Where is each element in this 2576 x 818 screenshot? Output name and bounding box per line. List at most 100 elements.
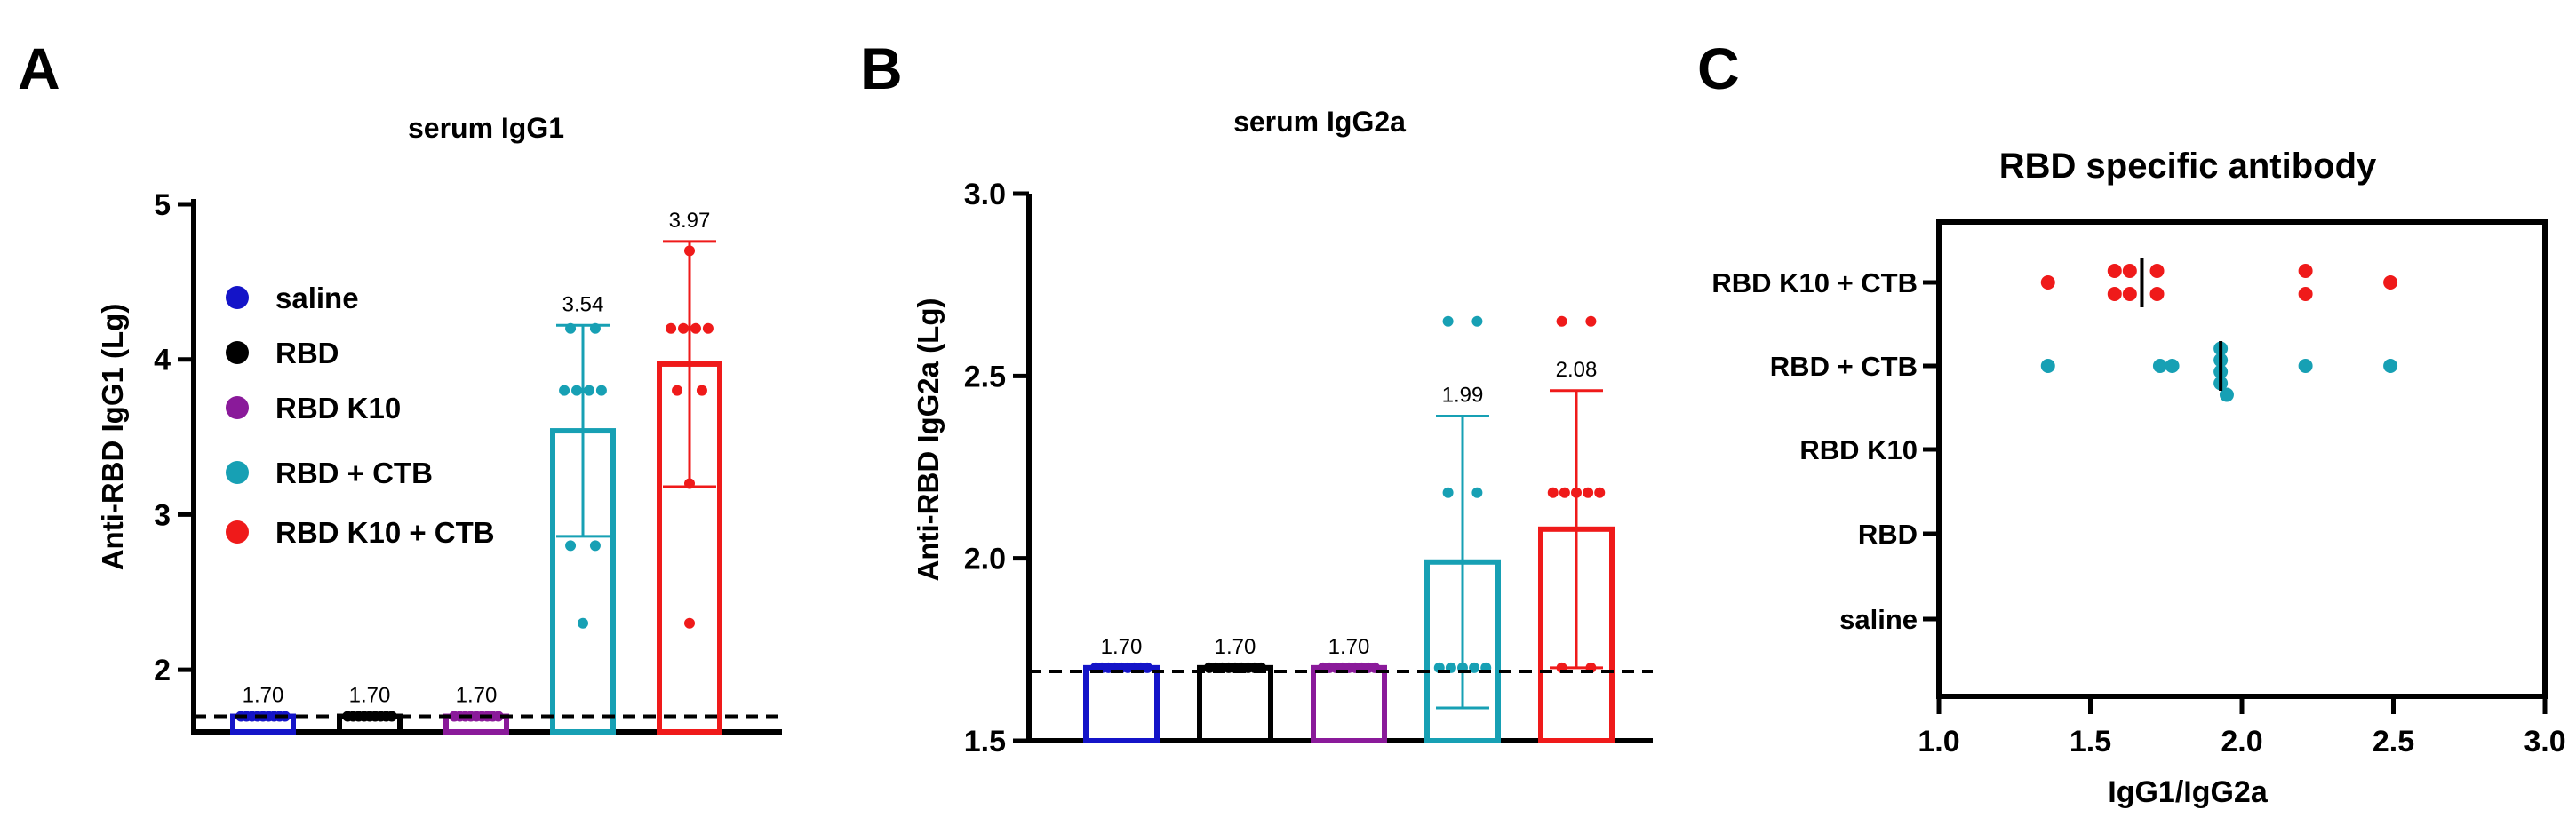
panel-c-plot-frame [1936, 219, 2548, 699]
panel-a-data-point-rbd-ctb [589, 322, 601, 334]
panel-c-data-point-rbd-k10-ctb [2122, 287, 2137, 301]
panel-a-data-point-rbd-k10 [492, 711, 504, 722]
panel-b-y-tick-label: 3.0 [964, 178, 1006, 211]
panel-c-data-point-rbd-ctb [2219, 387, 2234, 402]
panel-a-mean-label-saline: 1.70 [243, 684, 284, 708]
panel-c-data-point-rbd-k10-ctb [2149, 264, 2165, 278]
panel-c-data-point-rbd-k10-ctb [2107, 287, 2122, 301]
legend-label-rbd-k10-ctb: RBD K10 + CTB [275, 516, 495, 549]
panel-c-data-point-rbd-k10-ctb [2122, 264, 2137, 278]
panel-b-data-point-rbd-k10-ctb [1585, 315, 1597, 327]
panel-c-data-point-rbd-ctb [2165, 359, 2180, 373]
panel-a-data-point-rbd-k10-ctb [684, 617, 695, 629]
panel-c-category-label: RBD K10 [1799, 434, 1918, 465]
panel-a-mean-label-rbd: 1.70 [349, 684, 391, 708]
legend-label-rbd-k10: RBD K10 [275, 392, 401, 425]
panel-b: B serum IgG2a Anti-RBD IgG2a (Lg) 1.5 2.0… [860, 36, 1653, 758]
legend-marker-rbd [226, 341, 249, 364]
legend-label-rbd: RBD [275, 337, 339, 369]
legend-marker-rbd-k10 [226, 396, 249, 419]
legend-label-saline: saline [275, 282, 359, 314]
panel-a-data-point-rbd-k10-ctb [690, 322, 701, 334]
panel-a: A serum IgG1 Anti-RBD IgG1 (Lg) 2 3 4 5 1.7… [18, 36, 782, 735]
panel-b-mean-label-saline: 1.70 [1101, 635, 1143, 659]
panel-b-data-point-saline [1142, 662, 1153, 673]
panel-b-data-point-rbd-k10-ctb [1559, 487, 1570, 498]
panel-b-data-point-rbd-ctb [1442, 487, 1454, 498]
panel-a-data-point-rbd-k10-ctb [696, 385, 707, 396]
panel-a-y-tick-label: 4 [154, 344, 171, 377]
panel-c-data-point-rbd-ctb [2298, 359, 2313, 373]
panel-b-mean-label-rbd-k10-ctb: 2.08 [1556, 358, 1598, 382]
panel-c-data-point-rbd-k10-ctb [2040, 275, 2055, 290]
panel-letter-a: A [18, 36, 60, 101]
panel-c-category-label: RBD K10 + CTB [1711, 267, 1918, 298]
panel-b-data-point-rbd-k10-ctb [1556, 315, 1567, 327]
legend: saline RBD RBD K10 RBD + CTB RBD K10 + C… [226, 282, 495, 549]
panel-c-x-tick-label: 1.5 [2070, 725, 2111, 758]
panel-a-mean-label-rbd-k10-ctb: 3.97 [669, 209, 711, 233]
panel-b-mean-label-rbd-k10: 1.70 [1328, 635, 1370, 659]
panel-b-data-point-rbd-ctb [1469, 662, 1480, 673]
panel-b-bar-saline [1083, 664, 1160, 743]
panel-b-bar-rbd [1197, 664, 1273, 743]
panel-a-data-point-rbd-k10-ctb [672, 385, 683, 396]
panel-a-title: serum IgG1 [408, 112, 564, 144]
panel-letter-b: B [860, 36, 903, 101]
panel-a-data-point-rbd-ctb [565, 322, 577, 334]
panel-c: C RBD specific antibody RBD K10 + CTB RBD… [1697, 36, 2566, 809]
panel-b-bar-rbd-k10 [1311, 664, 1387, 743]
panel-letter-c: C [1697, 36, 1740, 101]
panel-b-y-tick-label: 1.5 [964, 725, 1006, 758]
panel-c-x-tick-label: 1.0 [1918, 725, 1959, 758]
panel-a-data-point-rbd-k10-ctb [684, 245, 695, 257]
panel-a-data-point-rbd-k10-ctb [684, 478, 695, 489]
panel-c-x-tick-label: 3.0 [2524, 725, 2565, 758]
panel-b-data-point-rbd-k10-ctb [1547, 487, 1559, 498]
panel-c-data-point-rbd-ctb [2383, 359, 2398, 373]
panel-c-data-point-rbd-k10-ctb [2383, 275, 2398, 290]
panel-c-data-point-rbd-k10-ctb [2107, 264, 2122, 278]
panel-a-y-tick-label: 2 [154, 654, 171, 687]
panel-c-category-label: RBD + CTB [1770, 351, 1918, 382]
panel-b-title: serum IgG2a [1233, 106, 1406, 138]
panel-b-data-point-rbd-k10-ctb [1594, 487, 1606, 498]
panel-b-y-axis-label: Anti-RBD IgG2a (Lg) [912, 298, 945, 582]
panel-c-category-label: saline [1839, 604, 1918, 635]
panel-b-mean-label-rbd-ctb: 1.99 [1442, 384, 1484, 408]
panel-b-y-tick-label: 2.5 [964, 360, 1006, 393]
panel-a-data-point-rbd [386, 711, 397, 722]
panel-a-data-point-rbd-ctb [559, 385, 570, 396]
panel-c-data-point-rbd-k10-ctb [2298, 287, 2313, 301]
panel-a-data-point-rbd-ctb [571, 385, 583, 396]
panel-a-y-tick-label: 3 [154, 498, 171, 532]
panel-a-data-point-rbd-ctb [589, 540, 601, 552]
panel-b-data-point-rbd-k10-ctb [1583, 487, 1594, 498]
panel-a-y-tick-label: 5 [154, 188, 171, 222]
panel-a-y-axis-label: Anti-RBD IgG1 (Lg) [96, 304, 129, 571]
legend-label-rbd-ctb: RBD + CTB [275, 457, 433, 489]
panel-b-data-point-rbd-ctb [1442, 315, 1454, 327]
panel-a-data-point-rbd-ctb [583, 385, 594, 396]
legend-marker-rbd-ctb [226, 461, 249, 484]
legend-marker-rbd-k10-ctb [226, 520, 249, 544]
panel-a-data-point-rbd-k10-ctb [678, 322, 690, 334]
panel-a-data-point-rbd-ctb [578, 617, 588, 629]
panel-b-data-point-rbd-ctb [1471, 487, 1483, 498]
panel-c-x-tick-label: 2.5 [2373, 725, 2414, 758]
panel-b-y-tick-label: 2.0 [964, 543, 1006, 576]
panel-b-mean-label-rbd: 1.70 [1215, 635, 1256, 659]
panel-a-mean-label-rbd-ctb: 3.54 [562, 292, 604, 316]
panel-a-data-point-rbd-k10-ctb [702, 322, 714, 334]
panel-a-data-point-rbd-k10-ctb [666, 322, 677, 334]
panel-c-x-tick-label: 2.0 [2221, 725, 2262, 758]
panel-b-data-point-rbd-k10-ctb [1571, 487, 1582, 498]
panel-c-data-point-rbd-k10-ctb [2149, 287, 2165, 301]
panel-a-data-point-rbd-ctb [595, 385, 607, 396]
legend-marker-saline [226, 286, 249, 309]
panel-c-title: RBD specific antibody [1999, 147, 2377, 186]
panel-a-mean-label-rbd-k10: 1.70 [456, 684, 498, 708]
panel-c-x-axis-label: IgG1/IgG2a [2108, 775, 2269, 809]
panel-c-category-label: RBD [1858, 519, 1918, 550]
